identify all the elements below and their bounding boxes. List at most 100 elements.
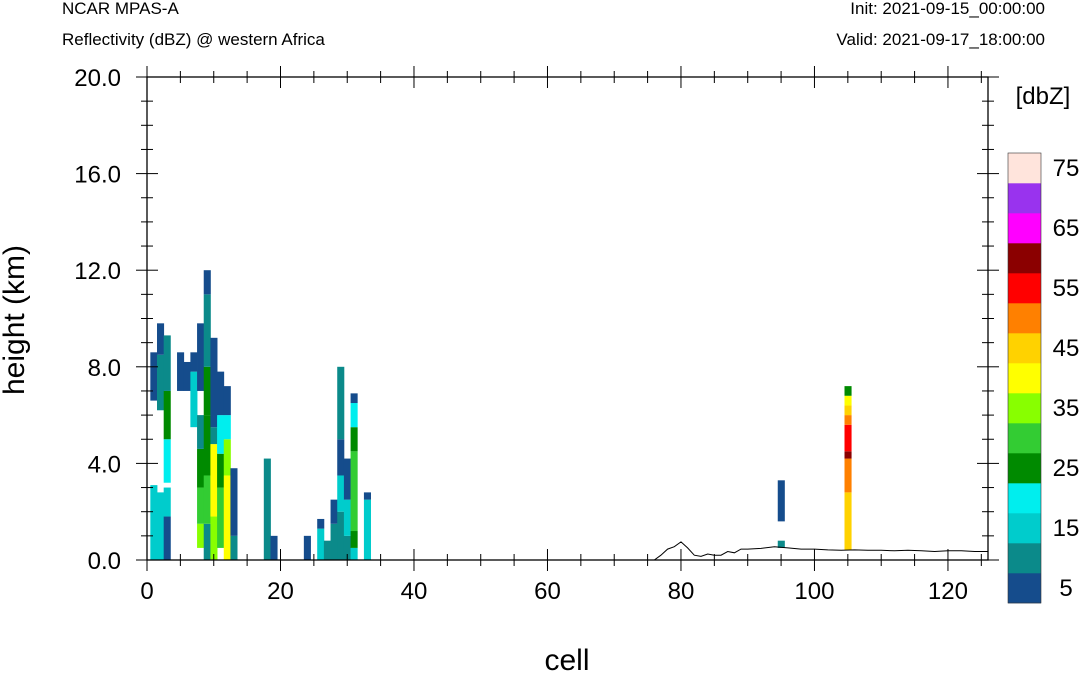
reflectivity-cell xyxy=(183,361,191,391)
reflectivity-cell xyxy=(223,439,231,476)
reflectivity-cell xyxy=(150,352,158,401)
x-tick-label: 100 xyxy=(794,578,834,605)
reflectivity-cell xyxy=(844,492,852,551)
reflectivity-cell xyxy=(203,294,211,367)
valid-time: Valid: 2021-09-17_18:00:00 xyxy=(836,30,1045,49)
colorbar-frame xyxy=(1007,152,1042,604)
reflectivity-cell xyxy=(230,468,238,536)
reflectivity-cell xyxy=(217,371,225,416)
reflectivity-cell xyxy=(317,528,325,560)
reflectivity-cell xyxy=(343,458,351,500)
reflectivity-cell xyxy=(177,352,185,391)
reflectivity-cell xyxy=(163,439,171,483)
reflectivity-cell xyxy=(157,323,165,355)
reflectivity-cell xyxy=(350,547,358,560)
colorbar-swatch xyxy=(1008,393,1041,424)
reflectivity-cell xyxy=(197,448,205,488)
model-name: NCAR MPAS-A xyxy=(62,0,179,18)
reflectivity-cell xyxy=(210,427,218,445)
init-time: Init: 2021-09-15_00:00:00 xyxy=(850,0,1045,18)
reflectivity-cell xyxy=(350,403,358,428)
colorbar-swatch xyxy=(1008,213,1041,244)
y-axis-label: height (km) xyxy=(0,245,31,395)
reflectivity-cell xyxy=(203,415,211,476)
y-axis-ticks: 0.0 4.0 8.0 12.0 16.0 20.0 xyxy=(74,65,999,575)
reflectivity-cell xyxy=(210,337,218,428)
reflectivity-cell xyxy=(197,323,205,391)
colorbar-swatch xyxy=(1008,423,1041,454)
reflectivity-cell xyxy=(217,415,225,454)
reflectivity-cell xyxy=(157,354,165,411)
reflectivity-cell xyxy=(223,475,231,560)
reflectivity-cell xyxy=(210,516,218,560)
reflectivity-cell xyxy=(844,405,852,416)
colorbar-swatch xyxy=(1008,243,1041,274)
x-tick-label: 0 xyxy=(140,578,153,605)
x-tick-label: 40 xyxy=(401,578,428,605)
reflectivity-cell xyxy=(363,492,371,500)
reflectivity-cell xyxy=(223,415,231,440)
reflectivity-cell xyxy=(203,270,211,295)
colorbar: 5 15 25 35 45 55 65 75 xyxy=(1007,152,1079,604)
reflectivity-cell xyxy=(350,427,358,452)
reflectivity-cell xyxy=(343,535,351,560)
reflectivity-cell xyxy=(363,499,371,561)
reflectivity-cell xyxy=(163,487,171,517)
colorbar-label: 5 xyxy=(1059,575,1072,602)
reflectivity-cell xyxy=(350,451,358,532)
reflectivity-cell xyxy=(217,487,225,548)
reflectivity-cells xyxy=(150,270,852,561)
colorbar-label: 25 xyxy=(1053,455,1079,482)
reflectivity-cell xyxy=(844,415,852,425)
reflectivity-cell xyxy=(844,424,852,452)
colorbar-swatch xyxy=(1008,543,1041,574)
reflectivity-cell xyxy=(190,352,198,372)
reflectivity-cell xyxy=(270,535,278,560)
reflectivity-cell xyxy=(203,523,211,560)
colorbar-swatch xyxy=(1008,573,1041,604)
colorbar-swatch xyxy=(1008,483,1041,514)
y-tick-label: 8.0 xyxy=(88,355,121,382)
reflectivity-cell xyxy=(163,516,171,560)
reflectivity-cell xyxy=(337,439,345,476)
reflectivity-cell xyxy=(203,475,211,524)
reflectivity-cell xyxy=(337,366,345,440)
plot-frame xyxy=(146,76,989,561)
reflectivity-cell xyxy=(263,458,271,560)
reflectivity-cell xyxy=(844,386,852,396)
reflectivity-cell xyxy=(777,540,785,548)
colorbar-label: 75 xyxy=(1053,155,1079,182)
reflectivity-cell xyxy=(844,458,852,493)
reflectivity-cell xyxy=(197,523,205,548)
colorbar-swatch xyxy=(1008,183,1041,214)
reflectivity-cell xyxy=(190,371,198,428)
reflectivity-cell xyxy=(150,485,158,560)
colorbar-label: 45 xyxy=(1053,335,1079,362)
x-tick-label: 120 xyxy=(928,578,968,605)
reflectivity-cell xyxy=(330,523,338,560)
reflectivity-cell xyxy=(844,451,852,459)
reflectivity-cell xyxy=(337,511,345,560)
x-tick-label: 20 xyxy=(267,578,294,605)
y-tick-label: 20.0 xyxy=(74,65,121,92)
reflectivity-cell xyxy=(343,499,351,536)
reflectivity-cell xyxy=(777,480,785,522)
colorbar-label: 15 xyxy=(1053,515,1079,542)
colorbar-swatch xyxy=(1008,273,1041,304)
terrain-profile xyxy=(147,541,988,561)
x-tick-label: 80 xyxy=(668,578,695,605)
x-axis-ticks: 0 20 40 60 80 100 120 xyxy=(140,66,982,605)
reflectivity-cell xyxy=(350,393,358,404)
reflectivity-cell xyxy=(230,535,238,560)
reflectivity-cell xyxy=(303,535,311,560)
y-tick-label: 16.0 xyxy=(74,162,121,189)
colorbar-swatch xyxy=(1008,333,1041,364)
reflectivity-cell xyxy=(163,390,171,440)
reflectivity-cell xyxy=(197,415,205,449)
colorbar-label: 65 xyxy=(1053,215,1079,242)
x-tick-label: 60 xyxy=(534,578,561,605)
reflectivity-cell xyxy=(197,487,205,524)
reflectivity-cell xyxy=(210,444,218,517)
reflectivity-cell xyxy=(203,366,211,416)
